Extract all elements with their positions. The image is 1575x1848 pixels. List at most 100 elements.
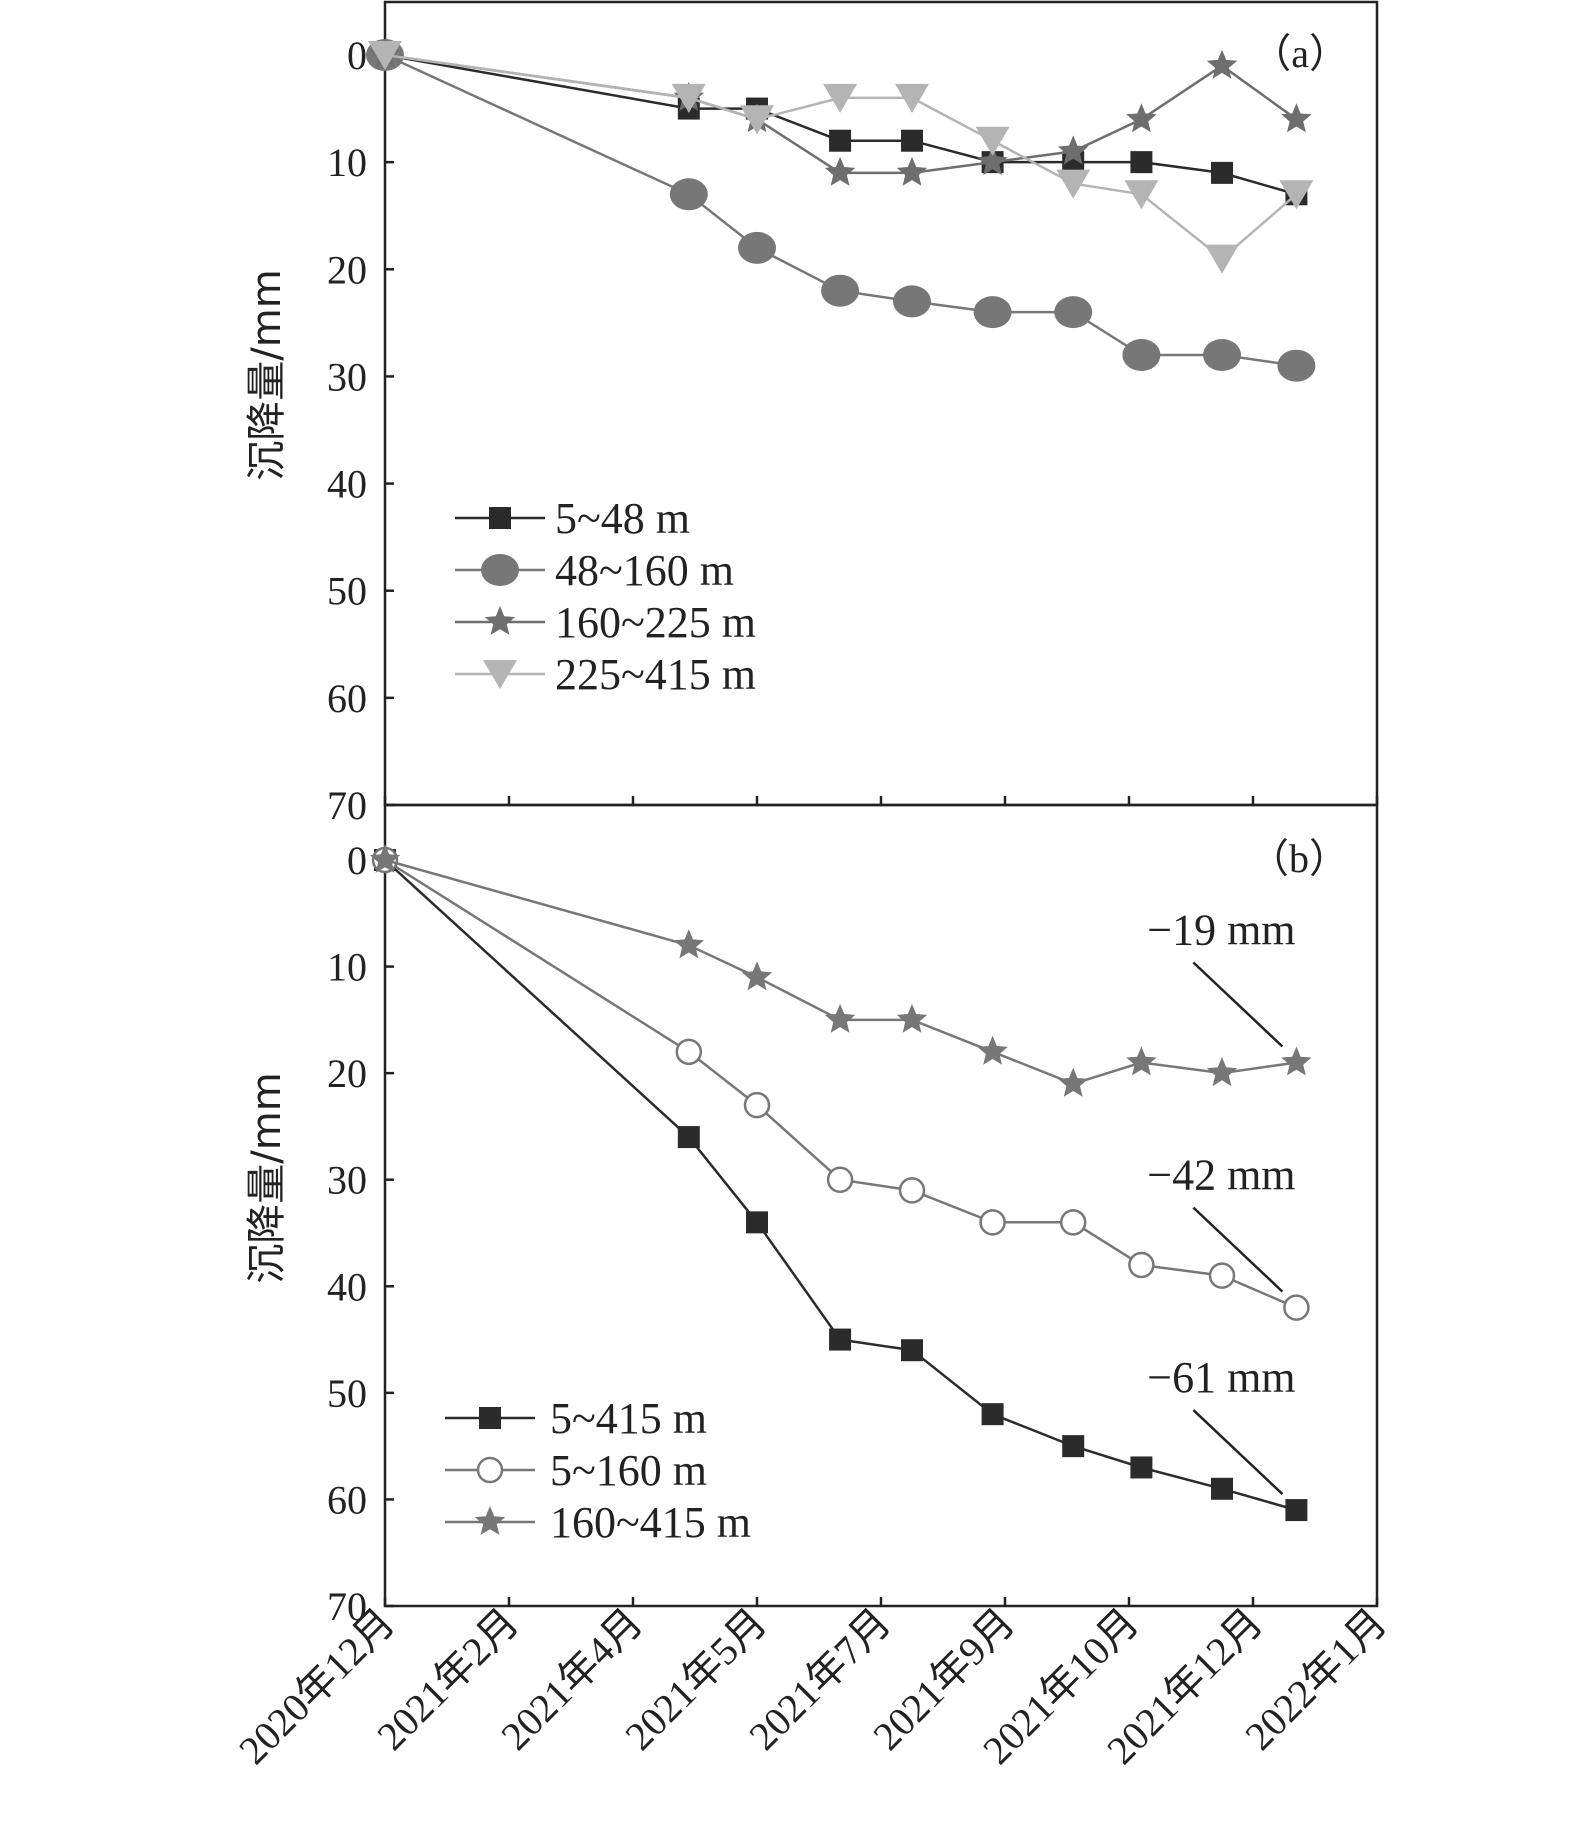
panel-b-legend-label: 160~415 m xyxy=(550,1498,751,1547)
panel-a-series-line xyxy=(384,53,1297,367)
panel-a-data-point xyxy=(975,126,1010,156)
panel-a-legend-marker xyxy=(483,660,517,689)
panel-a-y-tick-label: 60 xyxy=(327,676,367,721)
panel-a-y-tick-label: 30 xyxy=(327,354,367,399)
panel-b-series-line xyxy=(384,858,1297,1309)
panel-b-data-point xyxy=(741,961,773,991)
panel-a-data-point xyxy=(1124,180,1159,210)
panel-b-legend-label: 5~415 m xyxy=(550,1394,707,1443)
panel-b-annotation-label: −19 mm xyxy=(1147,905,1295,954)
panel-a-data-point xyxy=(1054,296,1093,329)
panel-b-data-point xyxy=(673,929,704,959)
panel-b-data-point xyxy=(898,1177,926,1204)
panel-a-data-point xyxy=(823,83,858,113)
panel-a-y-tick-label: 50 xyxy=(327,569,367,614)
panel-b-annotation-leader xyxy=(1192,961,1284,1048)
panel-a-legend-label: 48~160 m xyxy=(555,546,734,595)
panel-b-series-2 xyxy=(369,844,1312,1097)
panel-a-data-point xyxy=(901,129,923,152)
panel-b-data-point xyxy=(1126,1046,1157,1076)
panel-a-y-axis-label: 沉降量/mm xyxy=(244,269,290,480)
panel-a-data-point xyxy=(1279,180,1314,210)
panel-b-y-tick-label: 60 xyxy=(327,1477,367,1522)
panel-b-legend-marker xyxy=(479,1407,501,1429)
panel-a-legend-label: 5~48 m xyxy=(555,494,690,543)
panel-a-data-point xyxy=(738,231,776,264)
panel-a-chart: 0 10 20 30 40 50 60 70 沉降量/mm （a） 5~48 m48~160 m16… xyxy=(244,0,1379,828)
panel-b-y-tick-label: 70 xyxy=(327,1584,367,1629)
panel-b-y-tick-label: 30 xyxy=(327,1158,367,1203)
panel-a-data-point xyxy=(977,146,1008,176)
panel-b-legend-marker xyxy=(474,1506,506,1535)
panel-a-legend-marker xyxy=(489,507,511,529)
panel-b-legend-marker xyxy=(476,1456,504,1484)
panel-b-data-point xyxy=(1283,1294,1310,1321)
panel-b-data-point xyxy=(369,844,401,873)
panel-a-data-point xyxy=(1203,339,1241,371)
panel-b-data-point xyxy=(743,1091,771,1119)
panel-b-data-point xyxy=(829,1328,852,1351)
panel-a-data-point xyxy=(1122,339,1161,371)
panel-a-data-point xyxy=(1205,244,1239,274)
panel-b-data-point xyxy=(1130,1456,1153,1479)
panel-a-series-line xyxy=(384,53,1298,175)
panel-b-data-point xyxy=(675,1038,703,1066)
panel-a-data-point xyxy=(1206,49,1238,79)
panel-b-y-tick-label: 40 xyxy=(327,1264,367,1309)
panel-b-y-tick-label: 0 xyxy=(347,838,367,883)
panel-a-data-point xyxy=(1056,169,1091,199)
panel-a-data-point xyxy=(671,83,706,113)
panel-a-y-tick-label: 10 xyxy=(327,140,367,185)
panel-b-data-point xyxy=(1059,1209,1087,1236)
panel-b-data-point xyxy=(896,1003,928,1033)
panel-a-data-point xyxy=(824,156,856,186)
panel-b-data-point xyxy=(826,1166,854,1193)
panel-a-data-point xyxy=(1211,161,1233,184)
panel-b-series-line xyxy=(384,859,1297,1512)
panel-a-data-point xyxy=(893,285,931,318)
panel-a-legend-marker xyxy=(481,554,519,586)
panel-a-data-point xyxy=(1058,135,1089,165)
panel-b-data-point xyxy=(1281,1046,1312,1076)
panel-b-chart: 0 10 20 30 40 50 60 70 沉降量/mm （b） 5~415 m5~160 m16… xyxy=(244,803,1379,1629)
panel-a-legend-label: 160~225 m xyxy=(555,598,756,647)
x-axis-tick-labels: 2020年12月2021年2月2021年4月2021年5月2021年7月2021… xyxy=(230,1600,1395,1773)
panel-b-data-point xyxy=(1128,1251,1155,1279)
panel-b-data-point xyxy=(977,1035,1008,1065)
panel-b-data-point xyxy=(677,1126,700,1149)
panel-a-data-point xyxy=(896,156,928,186)
panel-b-data-point xyxy=(1062,1435,1085,1458)
panel-b-annotation-leader xyxy=(1192,1409,1284,1495)
panel-a-data-point xyxy=(1130,151,1153,174)
panel-a-data-point xyxy=(1277,349,1316,382)
panel-a-data-point xyxy=(368,41,402,70)
panel-b-data-point xyxy=(1211,1477,1233,1500)
panel-b-series-1 xyxy=(371,846,1310,1321)
panel-b-series-line xyxy=(384,858,1297,1086)
panel-a-y-tick-label: 40 xyxy=(327,462,367,507)
panel-b-data-point xyxy=(1058,1067,1089,1097)
panel-b-panel-label: （b） xyxy=(1249,836,1349,881)
panel-a-data-point xyxy=(740,105,774,135)
panel-b-annotation-leader xyxy=(1192,1206,1284,1293)
panel-b-y-axis-label: 沉降量/mm xyxy=(244,1072,290,1283)
panel-a-y-tick-label: 20 xyxy=(327,247,367,292)
panel-b-legend-label: 5~160 m xyxy=(550,1446,707,1495)
panel-b-data-point xyxy=(981,1403,1004,1426)
panel-b-data-point xyxy=(1285,1499,1308,1522)
panel-b-data-point xyxy=(1208,1262,1236,1289)
panel-a-data-point xyxy=(1281,103,1312,133)
panel-b-annotation-label: −61 mm xyxy=(1147,1353,1295,1402)
panel-a-series-0 xyxy=(374,44,1308,206)
panel-a-y-tick-label: 0 xyxy=(347,33,367,78)
panel-a-data-point xyxy=(821,274,860,307)
panel-b-y-tick-label: 50 xyxy=(327,1371,367,1416)
panel-a-legend-marker xyxy=(484,606,516,635)
panel-a-panel-label: （a） xyxy=(1251,31,1349,76)
panel-a-data-point xyxy=(895,83,929,113)
panel-a-data-point xyxy=(829,129,852,152)
panel-b-data-point xyxy=(746,1211,768,1234)
panel-a-y-tick-label: 70 xyxy=(327,783,367,828)
panel-b-data-point xyxy=(1206,1057,1238,1087)
